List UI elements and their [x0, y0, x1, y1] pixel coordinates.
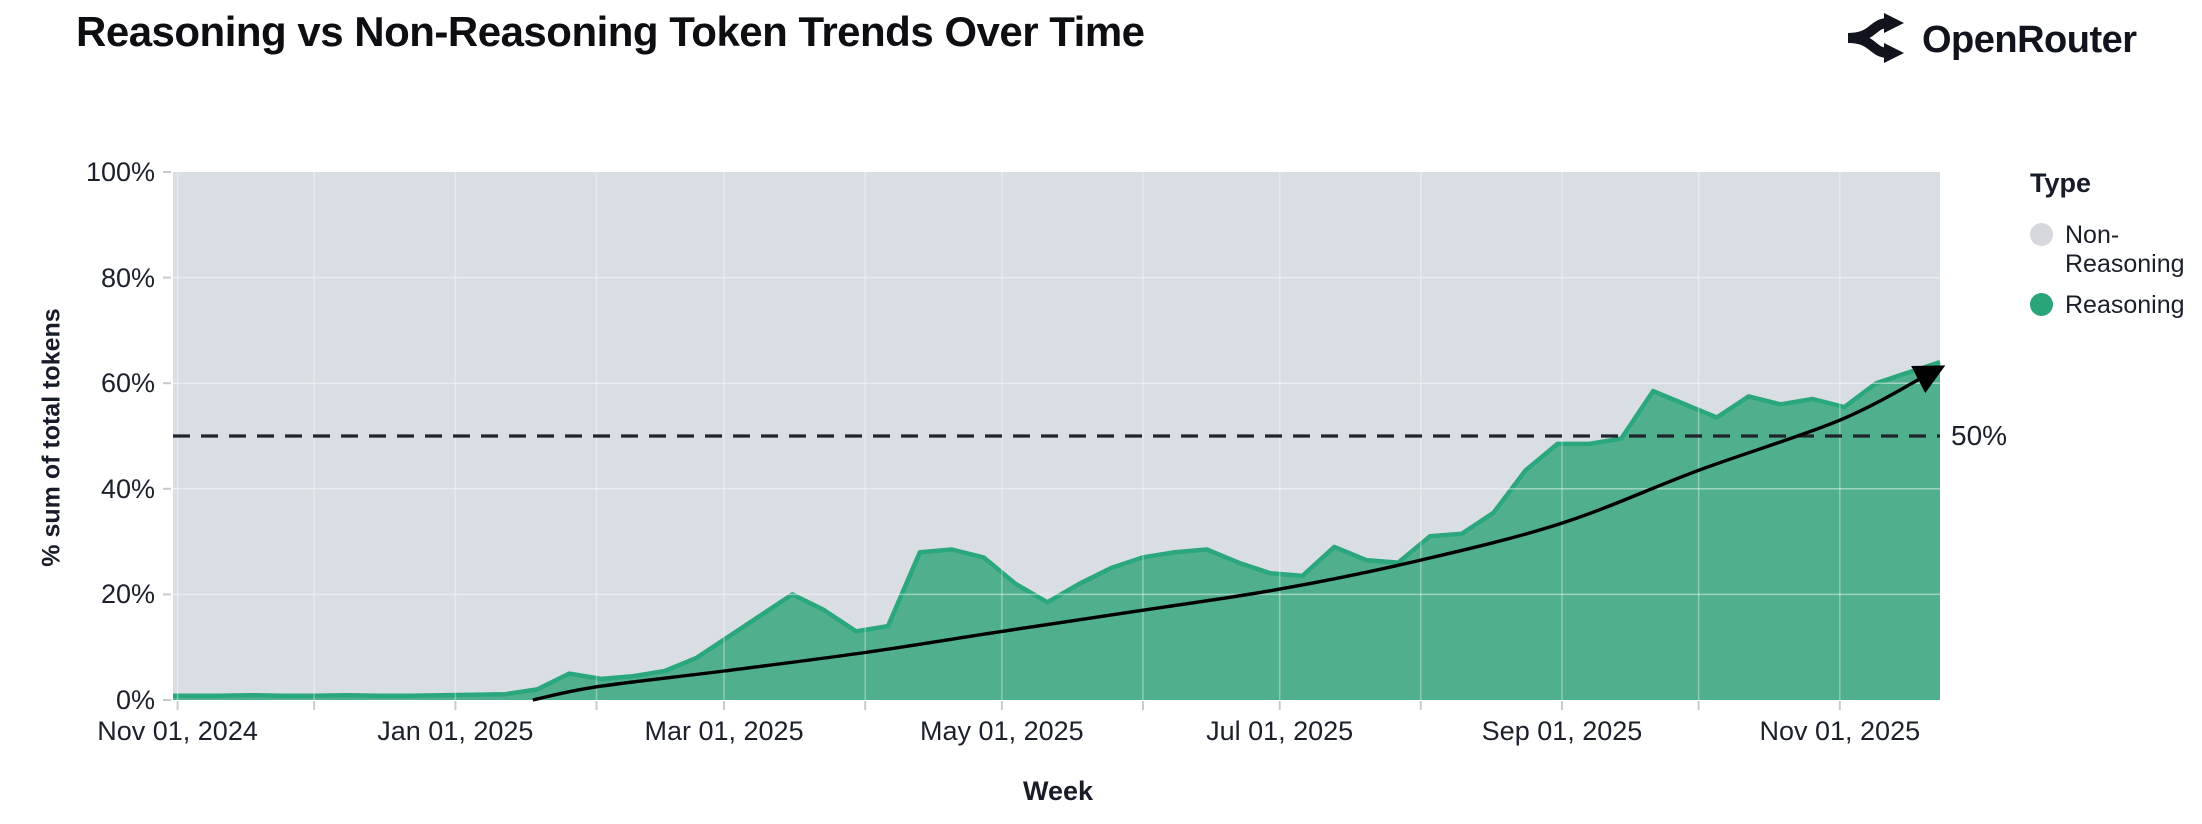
x-tick-label: Nov 01, 2025	[1759, 716, 1921, 746]
y-tick-label: 80%	[100, 262, 155, 293]
legend-item-reasoning[interactable]: Reasoning	[2030, 291, 2198, 320]
y-tick-label: 20%	[100, 579, 155, 610]
brand-link[interactable]: OpenRouter	[1842, 10, 2137, 71]
legend-swatch-icon	[2030, 223, 2053, 246]
y-tick-label: 40%	[100, 473, 155, 504]
reasoning-area	[173, 362, 1940, 700]
x-tick-label: Mar 01, 2025	[644, 716, 804, 746]
trend-arrow	[532, 365, 1946, 702]
legend-item-label: Reasoning	[2065, 291, 2185, 319]
x-tick-label: Sep 01, 2025	[1481, 716, 1643, 746]
reasoning-area-edge	[173, 359, 1941, 699]
legend-title: Type	[2030, 168, 2092, 198]
fifty-percent-annotation: 50%	[1951, 420, 2008, 451]
openrouter-logo-icon[interactable]	[1842, 10, 1906, 71]
y-tick-label: 0%	[115, 685, 155, 715]
x-tick-label: Nov 01, 2024	[97, 716, 258, 746]
x-tick-label: Jul 01, 2025	[1206, 716, 1354, 746]
y-tick-label: 60%	[100, 368, 155, 399]
brand-name[interactable]: OpenRouter	[1922, 19, 2137, 61]
x-tick-label: Jan 01, 2025	[377, 716, 534, 746]
page-title: Reasoning vs Non-Reasoning Token Trends …	[76, 8, 1145, 55]
legend-item-non-reasoning[interactable]: Non-Reasoning	[2030, 221, 2198, 279]
y-tick-label: 100%	[85, 157, 155, 187]
legend-swatch-icon	[2030, 293, 2053, 316]
legend-item-label: Non-Reasoning	[2065, 221, 2185, 278]
x-tick-label: May 01, 2025	[920, 716, 1084, 746]
legend: Type Non-Reasoning Reasoning	[2030, 168, 2198, 332]
x-axis-title: Week	[1022, 776, 1094, 806]
